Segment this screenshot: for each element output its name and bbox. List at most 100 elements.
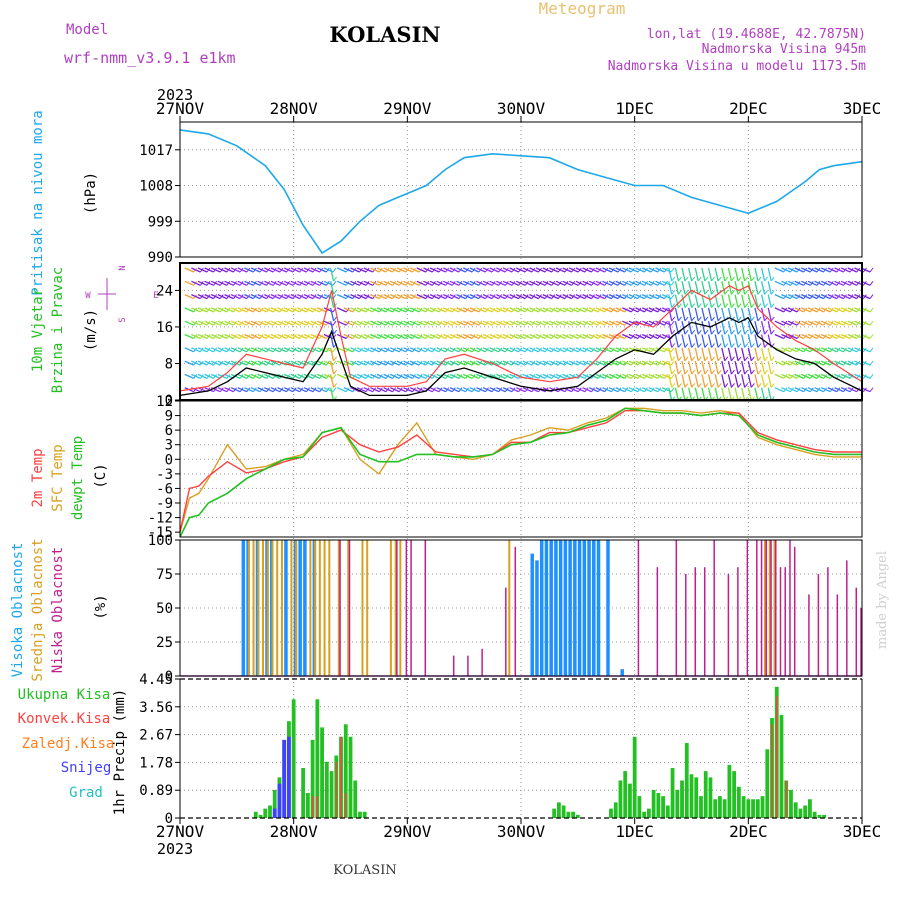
wind-barb bbox=[648, 267, 659, 273]
wind-barb bbox=[224, 280, 234, 286]
precip-tick-label: 0.89 bbox=[139, 783, 173, 799]
wind-barb bbox=[237, 387, 248, 393]
wind-barb bbox=[469, 373, 480, 379]
wind-compass-icon: N S E W bbox=[85, 265, 158, 322]
wind-barb bbox=[443, 347, 453, 353]
wind-barb bbox=[542, 294, 553, 300]
wind-barb bbox=[429, 307, 440, 313]
wind-barb bbox=[370, 373, 380, 379]
wind-barb bbox=[595, 294, 606, 300]
wind-barb bbox=[655, 267, 665, 273]
wind-barb bbox=[668, 267, 673, 282]
wind-barb-flag bbox=[731, 329, 735, 335]
temp-tick-label: -15 bbox=[148, 525, 173, 541]
wind-barb bbox=[655, 280, 665, 286]
precip-bar bbox=[282, 739, 287, 818]
wind-barb bbox=[257, 360, 267, 366]
wind-barb bbox=[655, 347, 665, 353]
cloud-bar bbox=[596, 540, 601, 676]
wind-barb bbox=[350, 373, 360, 379]
wind-barb bbox=[555, 280, 566, 286]
wind-barb bbox=[462, 320, 473, 326]
precip-bar bbox=[277, 783, 282, 818]
precip-bar bbox=[571, 811, 575, 818]
wind-barb bbox=[462, 347, 473, 353]
wind-barb bbox=[575, 280, 586, 286]
wind-barb bbox=[707, 387, 713, 401]
wind-barb bbox=[535, 307, 546, 313]
wind-barb bbox=[509, 320, 519, 326]
precip-bar bbox=[718, 796, 722, 818]
wind-barb bbox=[814, 373, 824, 379]
wind-barb bbox=[794, 320, 805, 326]
wind-barb bbox=[655, 333, 665, 340]
wind-barb bbox=[555, 267, 566, 273]
wind-barb bbox=[489, 333, 500, 340]
wind-barb bbox=[834, 387, 844, 393]
wind-barb bbox=[237, 347, 248, 353]
cloud-bar bbox=[656, 567, 659, 676]
wind-barb bbox=[827, 387, 838, 393]
wind-barb-flag bbox=[711, 276, 715, 282]
precip-bar bbox=[699, 796, 703, 818]
cloud-bar bbox=[620, 669, 624, 676]
wind-barb bbox=[336, 294, 347, 300]
wind-barb bbox=[363, 320, 374, 326]
wind-barb bbox=[343, 360, 354, 366]
cloud-bar bbox=[284, 540, 288, 676]
wind-barb bbox=[688, 281, 693, 295]
precip-bar bbox=[741, 796, 746, 818]
precip-bar bbox=[258, 814, 263, 818]
wind-barb bbox=[535, 320, 546, 326]
wind-barb bbox=[747, 294, 752, 308]
wind-barb bbox=[363, 360, 374, 366]
cloud-bar bbox=[779, 567, 782, 676]
wind-barb bbox=[310, 267, 320, 273]
wind-barb-flag bbox=[704, 329, 709, 335]
wind-barb bbox=[396, 320, 407, 326]
wind-barb bbox=[429, 360, 440, 366]
temp-tick-label: 3 bbox=[165, 438, 173, 454]
wind-barb-flag bbox=[671, 329, 676, 335]
wind-barb bbox=[535, 360, 546, 366]
wind-barb bbox=[396, 373, 407, 379]
wind-barb bbox=[721, 360, 726, 375]
wind-barb bbox=[608, 373, 619, 379]
wind-barb bbox=[303, 387, 314, 393]
wind-barb bbox=[224, 294, 234, 300]
wind-barb bbox=[469, 387, 480, 393]
cloud-bar bbox=[323, 540, 326, 676]
wind-barb bbox=[807, 267, 818, 273]
wind-barb bbox=[396, 333, 407, 340]
wind-barb bbox=[602, 307, 612, 313]
wind-barb bbox=[681, 387, 686, 401]
wind-barb bbox=[317, 387, 327, 393]
wind-barb bbox=[754, 307, 759, 322]
wind-barb bbox=[343, 267, 354, 273]
wind-barb bbox=[191, 360, 201, 366]
cloud-bar bbox=[252, 540, 255, 676]
wind-barb bbox=[515, 307, 526, 313]
wind-barb bbox=[456, 267, 466, 273]
wind-barb bbox=[502, 294, 513, 300]
wind-barb-flag bbox=[671, 369, 676, 375]
wind-barb bbox=[489, 347, 500, 353]
wind-barb bbox=[635, 360, 645, 366]
wind-barb bbox=[329, 360, 335, 375]
wind-barb bbox=[701, 374, 706, 388]
wind-barb bbox=[469, 307, 480, 313]
wind-barb bbox=[383, 333, 393, 340]
precip-bar bbox=[335, 761, 338, 818]
wind-barb-flag bbox=[731, 289, 735, 295]
wind-barb bbox=[707, 307, 713, 322]
wind-barb bbox=[270, 387, 281, 393]
wind-barb bbox=[847, 280, 858, 286]
year-bottom: 2023 bbox=[157, 840, 193, 858]
wind-barb bbox=[184, 360, 195, 366]
wind-barb bbox=[767, 294, 772, 308]
x-tick-label-top: 2DEC bbox=[729, 99, 768, 118]
wind-barb bbox=[515, 347, 526, 353]
wind-barb-flag bbox=[770, 303, 775, 308]
cloud-bar bbox=[339, 540, 341, 676]
wind-barb bbox=[840, 307, 851, 313]
